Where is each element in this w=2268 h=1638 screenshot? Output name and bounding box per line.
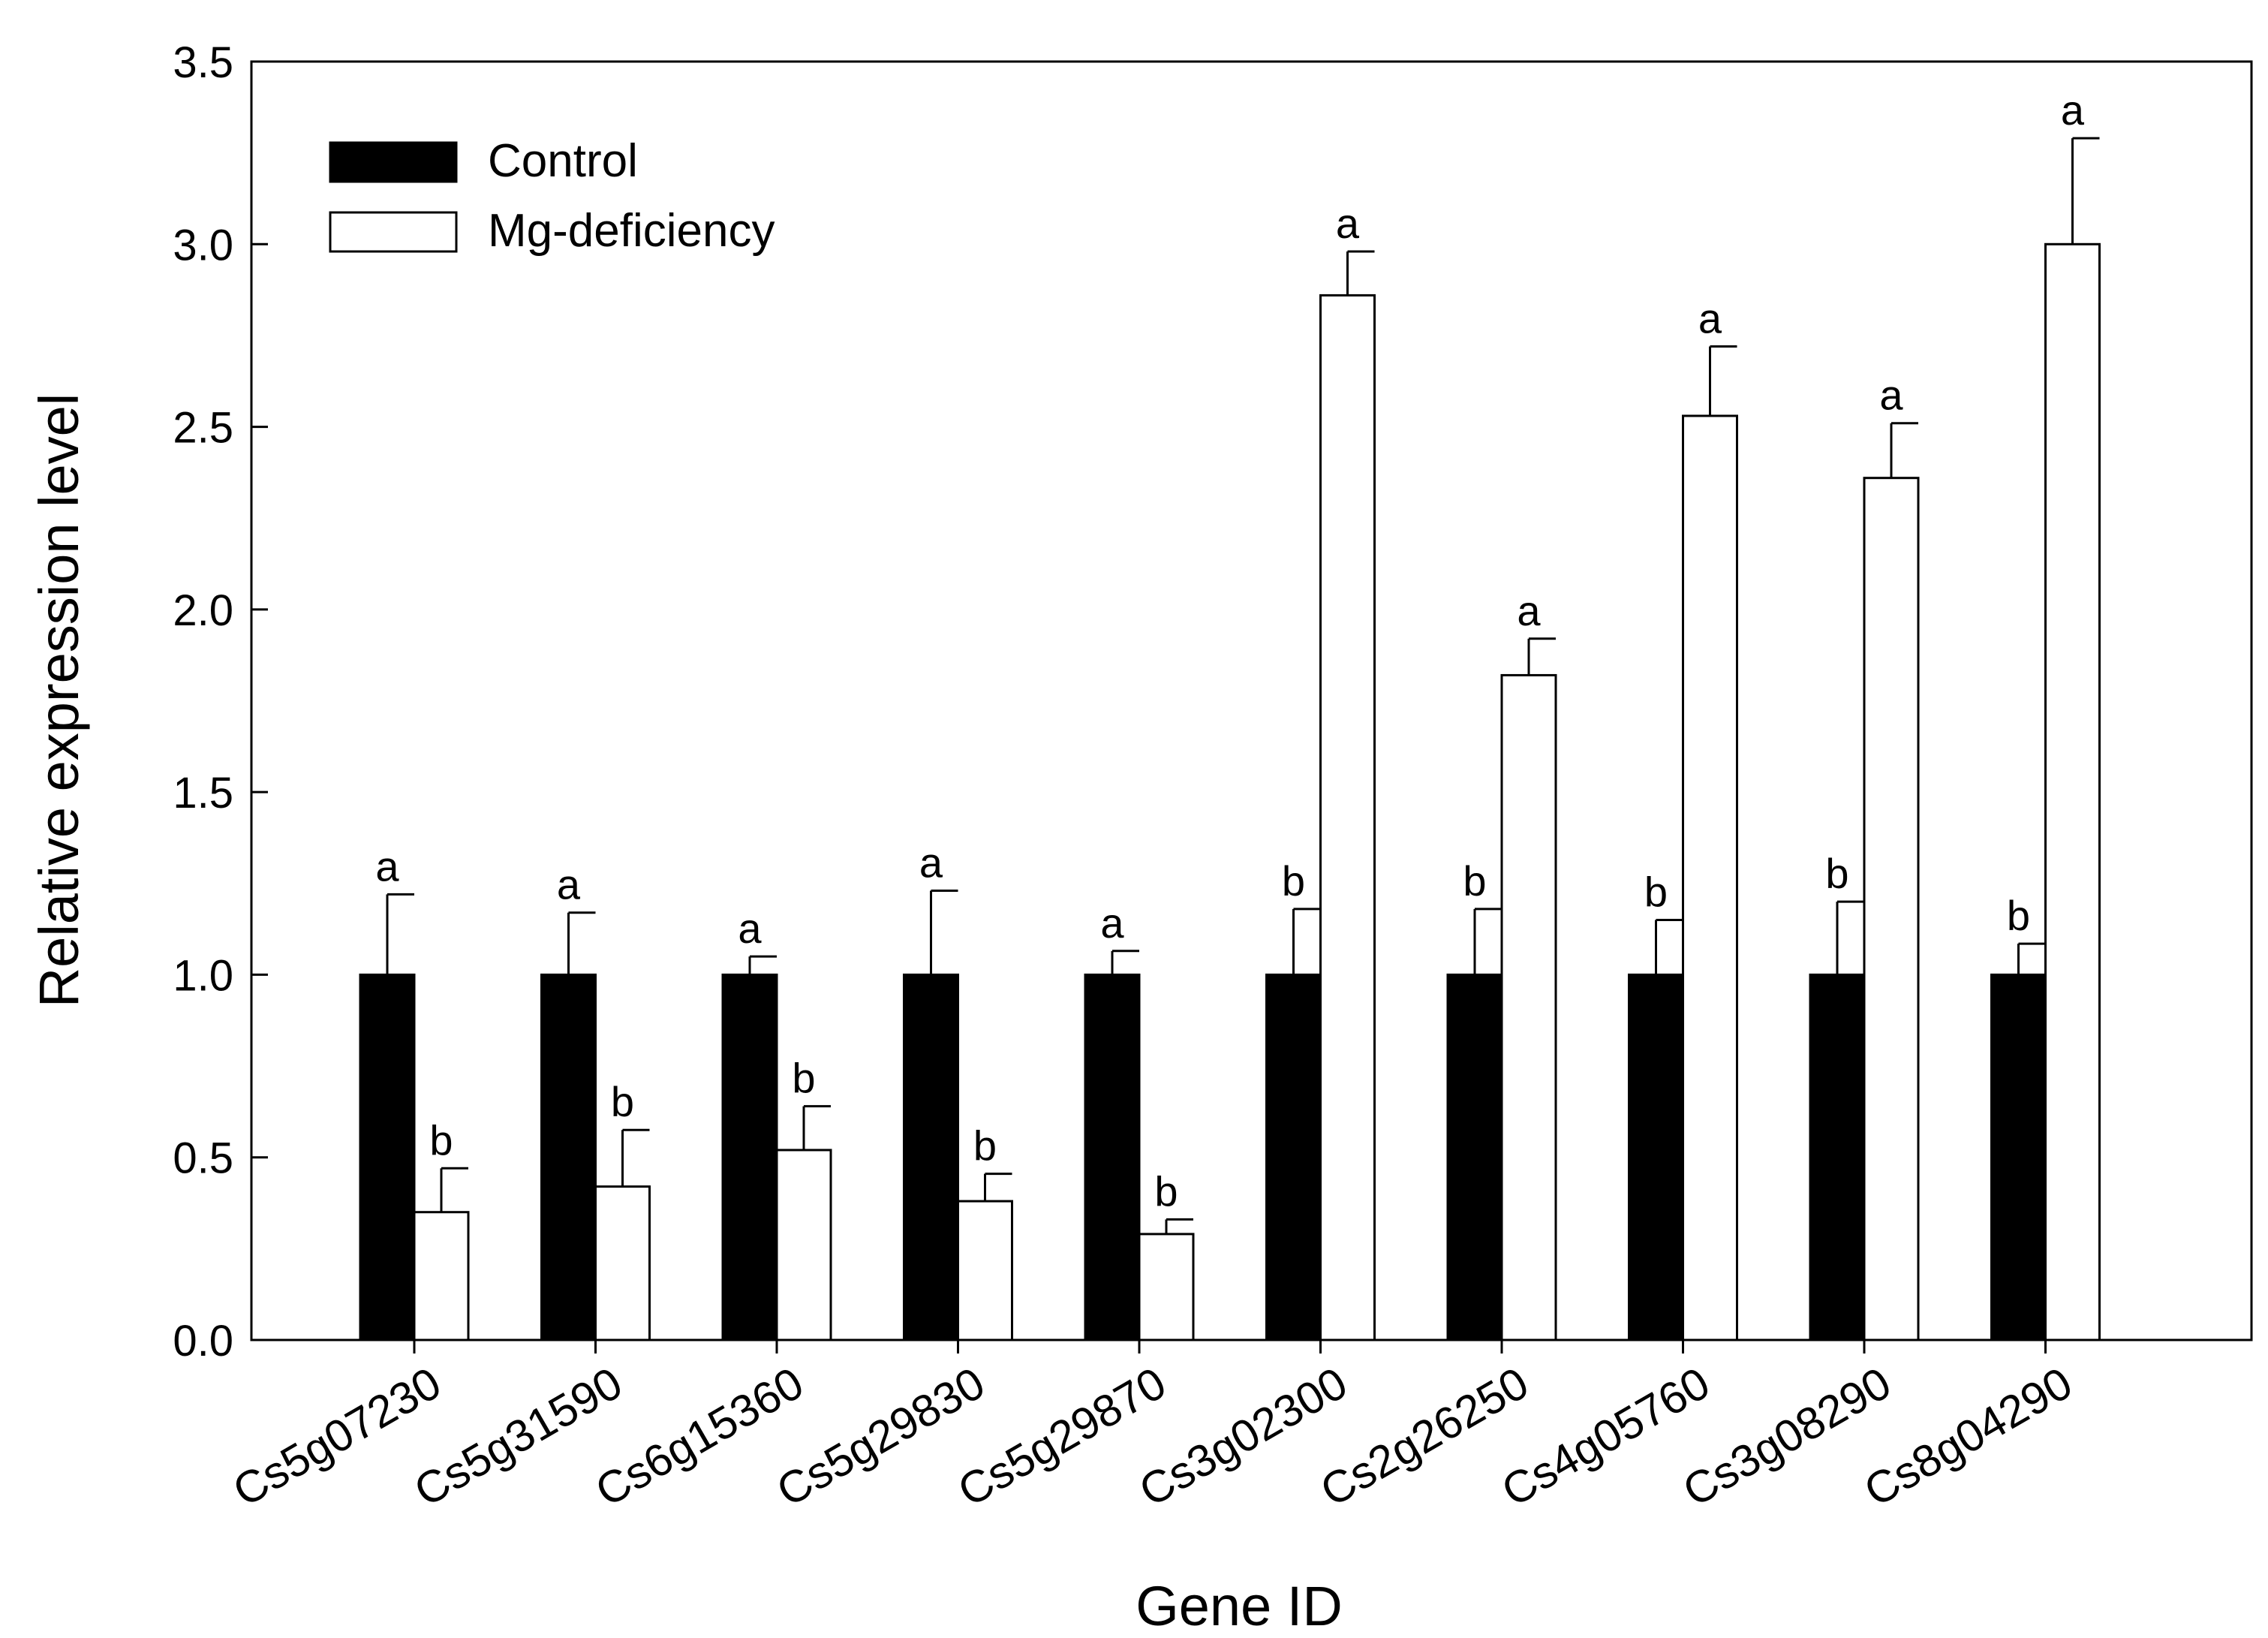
significance-letter: b bbox=[1825, 850, 1848, 897]
x-tick-label: Cs8g04290 bbox=[1856, 1357, 2080, 1516]
significance-letter: b bbox=[1463, 857, 1486, 905]
legend-label-control: Control bbox=[488, 135, 638, 187]
significance-letter: b bbox=[792, 1055, 815, 1102]
x-tick-label: Cs5g07230 bbox=[224, 1357, 449, 1516]
bar-control bbox=[903, 973, 959, 1341]
significance-letter: a bbox=[1879, 372, 1903, 419]
significance-letter: a bbox=[738, 905, 762, 952]
bar-control bbox=[540, 973, 597, 1341]
significance-letter: b bbox=[973, 1122, 997, 1170]
x-tick-label: Cs6g15360 bbox=[587, 1357, 811, 1516]
y-axis-label: Relative expression level bbox=[28, 393, 90, 1008]
bar-control bbox=[1628, 973, 1684, 1341]
bar-mg-deficiency bbox=[775, 1149, 832, 1341]
significance-letter: a bbox=[557, 861, 581, 908]
x-axis: Cs5g07230Cs5g31590Cs6g15360Cs5g29830Cs5g… bbox=[224, 1340, 2080, 1516]
x-tick-label: Cs5g29870 bbox=[949, 1357, 1174, 1516]
y-tick-label: 2.5 bbox=[173, 404, 233, 453]
y-tick-label: 1.0 bbox=[173, 951, 233, 1000]
bar-mg-deficiency bbox=[2044, 242, 2101, 1341]
significance-letter: a bbox=[1336, 200, 1360, 247]
legend: Control Mg-deficiency bbox=[329, 135, 775, 257]
bar-mg-deficiency bbox=[413, 1211, 470, 1341]
significance-letter: b bbox=[1154, 1167, 1178, 1215]
x-tick-label: Cs2g26250 bbox=[1312, 1357, 1536, 1516]
bar-control bbox=[1809, 973, 1866, 1341]
significance-letter: a bbox=[1698, 295, 1722, 342]
y-tick-label: 2.0 bbox=[173, 586, 233, 635]
bar-control bbox=[1084, 973, 1141, 1341]
significance-letter: b bbox=[429, 1116, 453, 1164]
significance-letter: a bbox=[1100, 899, 1124, 947]
bar-control bbox=[359, 973, 416, 1341]
y-tick-label: 0.0 bbox=[173, 1317, 233, 1366]
significance-letter: a bbox=[919, 839, 943, 887]
plot-frame bbox=[250, 60, 2253, 1341]
x-tick-label: Cs5g29830 bbox=[769, 1357, 993, 1516]
bar-mg-deficiency bbox=[1682, 414, 1738, 1341]
bar-mg-deficiency bbox=[594, 1185, 651, 1341]
significance-letter: a bbox=[1517, 587, 1541, 634]
y-tick-label: 3.0 bbox=[173, 221, 233, 269]
x-tick-label: Cs3g08290 bbox=[1674, 1357, 1899, 1516]
y-tick-label: 0.5 bbox=[173, 1134, 233, 1183]
x-tick-label: Cs4g05760 bbox=[1493, 1357, 1718, 1516]
bar-mg-deficiency bbox=[1863, 477, 1920, 1341]
significance-letter: a bbox=[375, 842, 399, 890]
y-axis: 0.0 0.5 1.0 1.5 2.0 2.5 3.0 3.5 bbox=[173, 38, 268, 1366]
y-tick-label: 1.5 bbox=[173, 769, 233, 817]
legend-label-mg-deficiency: Mg-deficiency bbox=[488, 205, 775, 257]
legend-swatch-control bbox=[329, 141, 458, 183]
significance-letter: b bbox=[2007, 892, 2030, 939]
legend-swatch-mg-deficiency bbox=[329, 211, 458, 253]
bar-mg-deficiency bbox=[957, 1200, 1013, 1341]
significance-letter: b bbox=[611, 1078, 634, 1125]
significance-letter: b bbox=[1644, 868, 1668, 915]
y-tick-label: 3.5 bbox=[173, 38, 233, 87]
bar-mg-deficiency bbox=[1500, 673, 1557, 1341]
x-tick-label: Cs5g31590 bbox=[406, 1357, 630, 1516]
bar-control bbox=[721, 973, 778, 1341]
bar-control bbox=[1446, 973, 1503, 1341]
bar-mg-deficiency bbox=[1138, 1233, 1195, 1341]
bar-control bbox=[1990, 973, 2047, 1341]
significance-letter: b bbox=[1282, 857, 1305, 905]
bar-mg-deficiency bbox=[1319, 294, 1376, 1341]
x-axis-label: Gene ID bbox=[1136, 1575, 1343, 1637]
x-tick-label: Cs3g02300 bbox=[1131, 1357, 1355, 1516]
bar-control bbox=[1265, 973, 1322, 1341]
significance-letter: a bbox=[2061, 86, 2085, 134]
bars-group: a b a b a b a b a b b a b a b a b a b a bbox=[359, 86, 2101, 1341]
